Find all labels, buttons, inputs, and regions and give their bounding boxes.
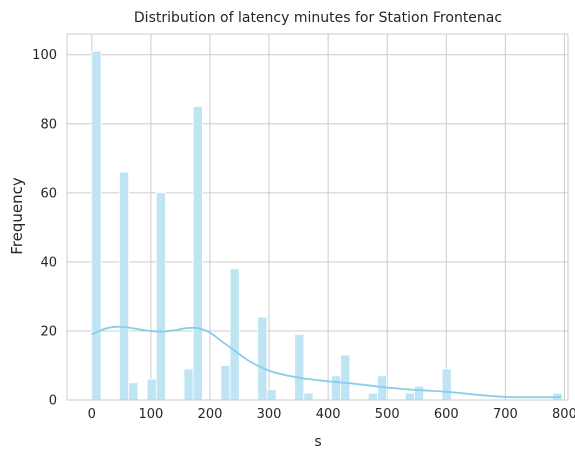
histogram-bar <box>266 389 277 401</box>
histogram-bar <box>229 268 240 401</box>
histogram-bar <box>192 106 203 401</box>
histogram-bar <box>220 365 231 401</box>
histogram-bar <box>183 368 194 401</box>
kde-curve-layer <box>91 325 562 399</box>
x-tick-label: 0 <box>88 407 96 422</box>
axes-frame <box>66 33 569 401</box>
x-tick-label: 800 <box>552 407 575 422</box>
histogram-bar <box>257 316 268 401</box>
histogram-bar <box>331 375 342 401</box>
x-tick-label: 700 <box>493 407 518 422</box>
histogram-bar <box>155 192 166 401</box>
x-tick-label: 400 <box>316 407 341 422</box>
histogram-bar <box>119 171 130 401</box>
x-tick-label: 200 <box>198 407 223 422</box>
y-tick-label: 20 <box>40 324 57 339</box>
x-tick-label: 500 <box>375 407 400 422</box>
x-tick-label: 100 <box>138 407 163 422</box>
y-tick-labels: 0 20 40 60 80 100 <box>32 48 57 408</box>
grid-lines <box>67 34 568 401</box>
histogram-bar <box>404 392 415 401</box>
y-tick-label: 60 <box>40 186 57 201</box>
y-tick-label: 0 <box>49 394 57 409</box>
histogram-bar <box>441 368 452 401</box>
x-tick-label: 300 <box>257 407 282 422</box>
histogram-bar <box>340 354 351 401</box>
histogram-bar <box>128 382 139 401</box>
x-tick-label: 600 <box>434 407 459 422</box>
y-tick-label: 40 <box>40 255 57 270</box>
histogram-bar <box>303 392 314 401</box>
chart-title: Distribution of latency minutes for Stat… <box>134 10 502 26</box>
y-tick-label: 100 <box>32 48 57 63</box>
x-axis-label: s <box>314 434 321 450</box>
x-tick-labels: 0 100 200 300 400 500 600 700 800 <box>88 407 575 422</box>
kde-curve <box>91 325 562 399</box>
histogram-bar <box>367 392 378 401</box>
histogram-bars <box>91 50 563 401</box>
histogram-bar <box>294 333 305 401</box>
histogram-bar <box>146 378 157 401</box>
histogram-bar <box>413 385 425 401</box>
histogram-bar <box>91 50 102 401</box>
y-tick-label: 80 <box>40 117 57 132</box>
y-axis-label: Frequency <box>8 177 26 255</box>
